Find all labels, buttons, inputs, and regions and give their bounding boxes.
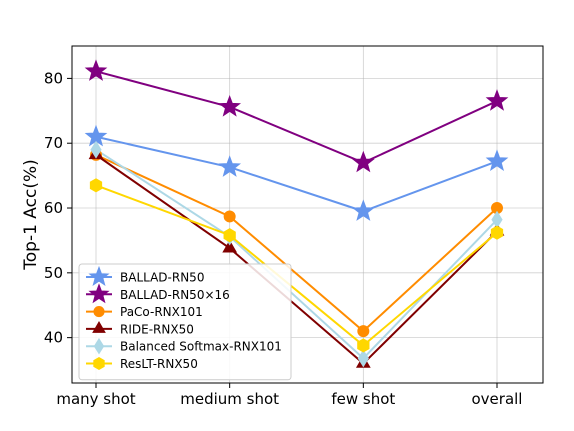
legend-label-ride-rnx50: RIDE-RNX50 [120,322,194,336]
data-point-ballad-rn50 [485,149,509,172]
legend-marker-ride-rnx50 [92,321,106,333]
plot-area-frame [71,45,544,384]
legend-label-ballad-rn50-16: BALLAD-RN50×16 [120,288,230,302]
series-line-ballad-rn50 [95,135,498,213]
x-tick-label: few shot [331,390,395,408]
data-point-reslt-rnx50 [89,178,103,193]
data-point-reslt-rnx50 [223,228,236,243]
y-tick-label: 60 [44,199,63,217]
series-line-reslt-rnx50 [95,184,498,347]
legend-label-ballad-rn50: BALLAD-RN50 [120,271,204,285]
legend-marker-ballad-rn50-16 [88,283,110,304]
legend-marker-balanced-softmax-rnx101 [93,337,105,355]
series-markers [84,59,509,368]
data-point-ride-rnx50 [222,239,238,253]
legend-label-reslt-rnx50: ResLT-RNX50 [120,357,198,371]
legend-marker-ballad-rn50 [88,265,110,286]
data-point-balanced-softmax-rnx101 [357,349,369,368]
series-line-ballad-rn50-16 [95,70,498,164]
data-point-ballad-rn50-16 [351,150,375,173]
y-tick-label: 40 [44,329,63,347]
legend: BALLAD-RN50 BALLAD-RN50×16 PaCo-RNX101 RIDE… [78,263,292,381]
series-line-ride-rnx50 [95,154,498,365]
data-point-ballad-rn50 [351,199,375,221]
data-point-ballad-rn50-16 [84,59,108,81]
x-axis: many shot medium shot few shot overall [56,383,522,408]
y-axis: 40 50 60 70 80 [44,69,72,347]
data-point-balanced-softmax-rnx101 [491,210,503,229]
legend-marker-reslt-rnx50 [93,356,105,371]
data-point-paco-rnx101 [357,325,370,338]
x-tick-label: many shot [56,390,135,408]
data-point-ballad-rn50-16 [218,94,242,117]
x-tick-label: overall [472,390,523,408]
data-point-ballad-rn50-16 [485,89,509,111]
data-point-ballad-rn50 [218,155,242,177]
y-tick-label: 50 [44,264,63,282]
legend-marker-paco-rnx101 [93,306,105,318]
y-axis-label: Top-1 Acc(%) [21,159,41,270]
series-line-paco-rnx101 [95,153,498,333]
series-lines [95,70,498,365]
legend-label-paco-rnx101: PaCo-RNX101 [120,305,203,319]
y-tick-label: 70 [44,134,63,152]
data-point-balanced-softmax-rnx101 [90,140,102,159]
legend-label-balanced-softmax-rnx101: Balanced Softmax-RNX101 [120,340,282,354]
y-tick-label: 80 [44,69,63,87]
data-point-paco-rnx101 [223,210,236,223]
data-point-reslt-rnx50 [357,338,370,353]
data-point-reslt-rnx50 [490,225,504,240]
x-tick-label: medium shot [180,390,279,408]
legend-box [78,263,292,381]
